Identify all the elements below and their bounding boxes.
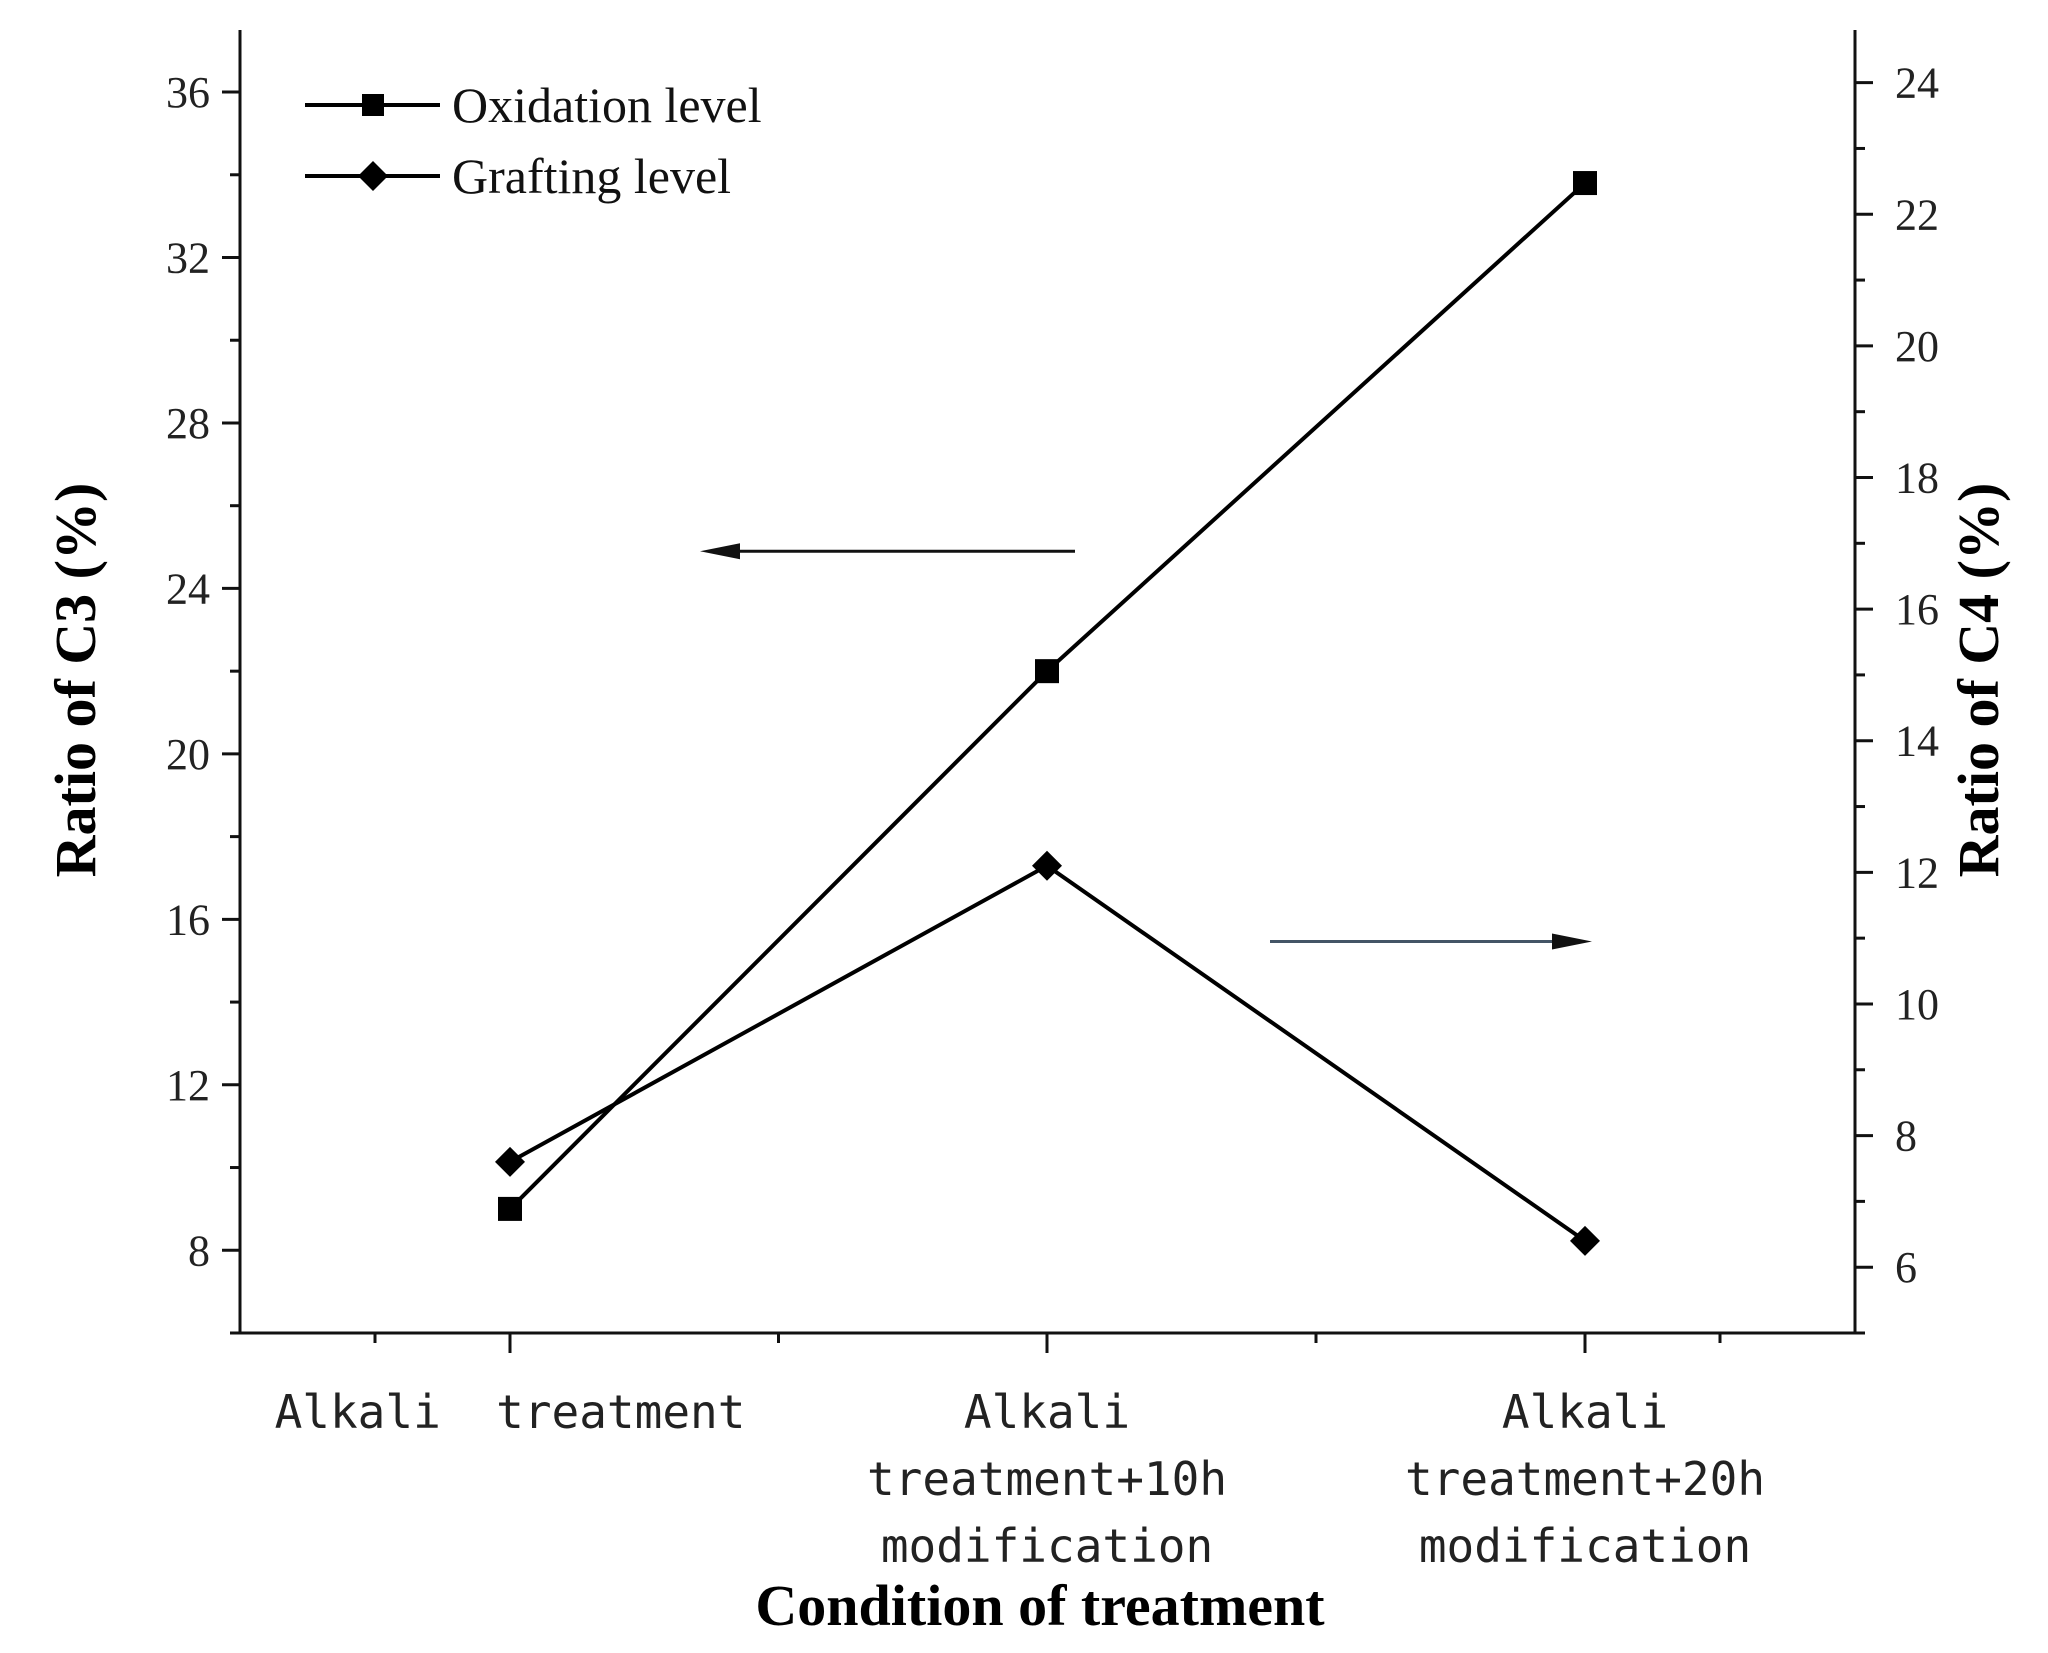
left-tick-label: 16 [166, 895, 210, 944]
left-tick-label: 32 [166, 234, 210, 283]
legend-diamond-marker [358, 161, 388, 191]
axis-titles: Condition of treatment Ratio of C3 (%) R… [43, 483, 2011, 1638]
left-tick-label: 8 [188, 1226, 210, 1275]
oxidation-level-point [498, 1196, 522, 1221]
grafting-level-line [509, 863, 1587, 1243]
left-arrow-head [700, 543, 740, 560]
left-axis-ticks: 8 12 16 20 24 28 32 36 [166, 68, 240, 1335]
x-category-label: treatment+10h [867, 1452, 1227, 1506]
oxidation-level-point [1573, 171, 1597, 196]
legend-label: Grafting level [452, 148, 731, 204]
series-markers [495, 171, 1600, 1256]
left-tick-label: 36 [166, 68, 210, 117]
right-tick-label: 6 [1895, 1243, 1917, 1292]
axis-arrows [700, 543, 1592, 950]
grafting-level-point [1032, 850, 1062, 881]
right-tick-label: 12 [1895, 848, 1939, 897]
legend-square-marker [362, 94, 384, 116]
right-axis-ticks: 6 8 10 12 14 16 18 20 22 24 [1855, 59, 1939, 1335]
legend: Oxidation level Grafting level [305, 77, 762, 204]
x-category-label: Alkali [964, 1385, 1130, 1439]
x-category-label: modification [1419, 1519, 1751, 1573]
oxidation-level-line [508, 181, 1587, 1211]
legend-label: Oxidation level [452, 77, 762, 133]
right-tick-label: 14 [1895, 717, 1939, 766]
right-tick-label: 18 [1895, 453, 1939, 502]
grafting-level-point [495, 1146, 525, 1177]
left-tick-label: 12 [166, 1061, 210, 1110]
x-axis-title: Condition of treatment [755, 1573, 1325, 1638]
right-tick-label: 16 [1895, 585, 1939, 634]
y-axis-right-title: Ratio of C4 (%) [1946, 483, 2011, 878]
x-axis-ticks: Alkali treatment Alkali treatment+10h modif… [275, 1333, 1765, 1573]
left-tick-label: 24 [166, 564, 210, 613]
x-category-label: modification [881, 1519, 1213, 1573]
right-tick-label: 8 [1895, 1112, 1917, 1161]
x-category-label: Alkali [1502, 1385, 1668, 1439]
left-tick-label: 20 [166, 730, 210, 779]
right-tick-label: 24 [1895, 59, 1939, 108]
x-category-label: treatment+20h [1405, 1452, 1765, 1506]
left-tick-label: 28 [166, 399, 210, 448]
right-tick-label: 10 [1895, 980, 1939, 1029]
x-category-label: Alkali treatment [275, 1385, 746, 1439]
series-lines [508, 181, 1587, 1243]
grafting-level-point [1570, 1225, 1600, 1256]
oxidation-level-point [1035, 659, 1059, 684]
right-tick-label: 22 [1895, 190, 1939, 239]
y-axis-left-title: Ratio of C3 (%) [43, 483, 108, 878]
right-arrow-head [1552, 933, 1592, 950]
right-tick-label: 20 [1895, 322, 1939, 371]
